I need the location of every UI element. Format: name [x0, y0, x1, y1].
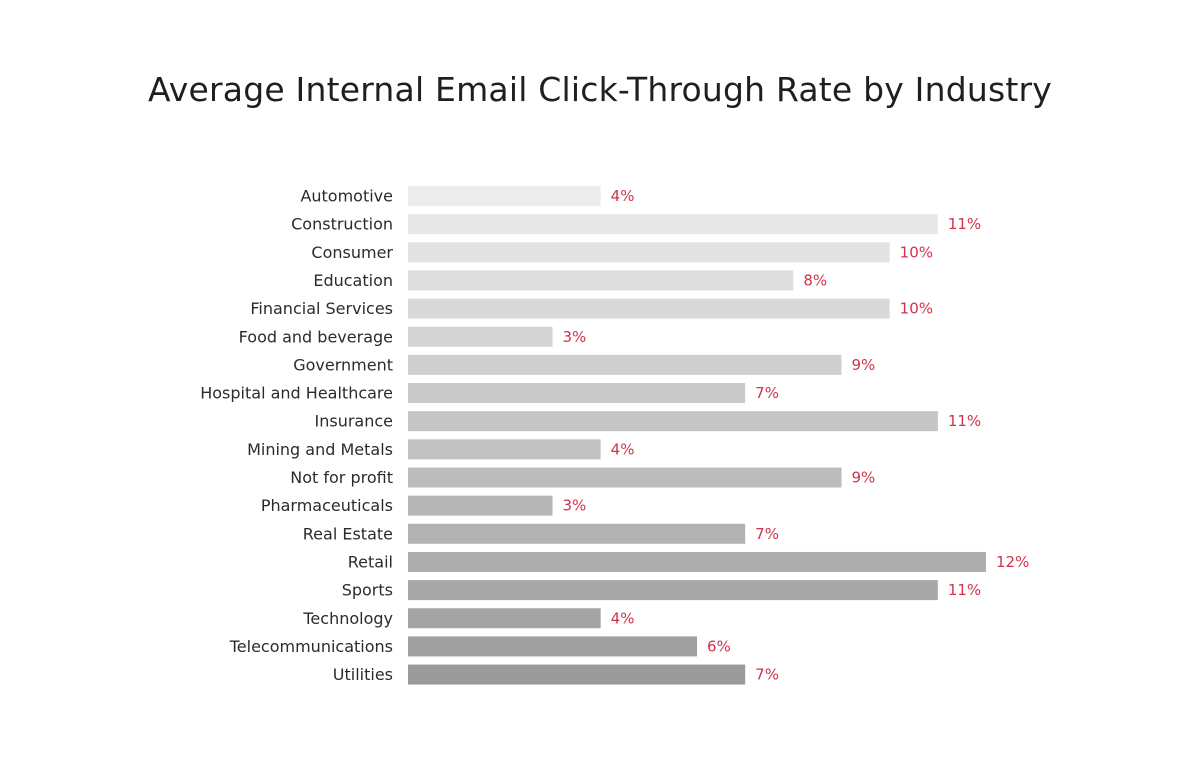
- value-label: 12%: [996, 553, 1029, 571]
- category-label: Sports: [342, 581, 393, 600]
- category-label: Technology: [302, 609, 393, 628]
- category-label: Mining and Metals: [247, 440, 393, 459]
- value-label: 4%: [611, 187, 635, 205]
- value-label: 3%: [563, 328, 587, 346]
- value-label: 9%: [852, 356, 876, 374]
- category-label: Pharmaceuticals: [261, 496, 393, 515]
- value-label: 11%: [948, 581, 981, 599]
- bar: [408, 523, 746, 544]
- bar: [408, 636, 697, 657]
- value-label: 6%: [707, 637, 731, 655]
- bar: [408, 214, 938, 235]
- category-label: Insurance: [315, 412, 394, 431]
- category-label: Utilities: [333, 665, 393, 684]
- category-label: Financial Services: [250, 299, 393, 318]
- value-label: 7%: [755, 525, 779, 543]
- chart-title: Average Internal Email Click-Through Rat…: [147, 70, 1053, 109]
- value-label: 3%: [563, 497, 587, 515]
- bar: [408, 439, 601, 460]
- category-label: Hospital and Healthcare: [200, 384, 393, 403]
- value-label: 9%: [852, 469, 876, 487]
- value-label: 10%: [900, 243, 933, 261]
- category-label: Automotive: [300, 187, 393, 206]
- bar: [408, 495, 553, 516]
- value-label: 10%: [900, 300, 933, 318]
- category-label: Retail: [348, 552, 393, 571]
- value-label: 8%: [803, 271, 827, 289]
- bar: [408, 467, 842, 488]
- bar: [408, 270, 794, 291]
- bar: [408, 551, 986, 572]
- category-label: Real Estate: [303, 524, 393, 543]
- bars-group: Automotive 4% Construction 11% Consumer 10% Ed…: [200, 186, 1029, 685]
- bar: [408, 298, 890, 319]
- bar: [408, 411, 938, 432]
- value-label: 11%: [948, 215, 981, 233]
- bar: [408, 383, 746, 404]
- value-label: 4%: [611, 609, 635, 627]
- value-label: 4%: [611, 440, 635, 458]
- category-label: Consumer: [311, 243, 393, 262]
- category-label: Telecommunications: [229, 637, 393, 656]
- bar: [408, 664, 746, 685]
- value-label: 7%: [755, 384, 779, 402]
- bar: [408, 608, 601, 629]
- bar: [408, 580, 938, 601]
- category-label: Government: [293, 355, 393, 374]
- bar: [408, 354, 842, 375]
- bar: [408, 326, 553, 347]
- category-label: Not for profit: [290, 468, 393, 487]
- category-label: Food and beverage: [239, 327, 393, 346]
- category-label: Construction: [291, 215, 393, 234]
- bar: [408, 186, 601, 206]
- value-label: 11%: [948, 412, 981, 430]
- value-label: 7%: [755, 666, 779, 684]
- category-label: Education: [313, 271, 393, 290]
- bar: [408, 242, 890, 263]
